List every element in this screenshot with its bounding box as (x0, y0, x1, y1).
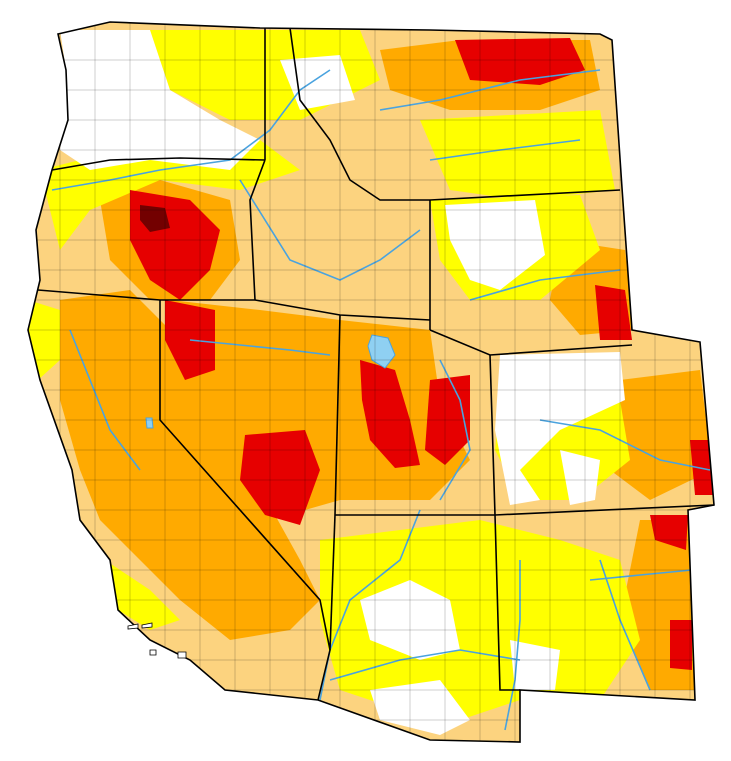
d3-area-montana (455, 38, 585, 85)
river-green (439, 359, 471, 501)
d3-area-wyoming-east (595, 285, 632, 340)
border-az-nv (329, 514, 336, 651)
county-grid-v (59, 22, 691, 742)
state-borders (27, 21, 715, 743)
border-wa-or (51, 157, 266, 171)
island-1 (127, 623, 139, 630)
none-area-washington-west (60, 30, 260, 170)
border-az-nm (494, 514, 520, 691)
d3-area-newmexico-east (670, 620, 692, 670)
d0-area-socal-coast (105, 560, 180, 630)
river-humboldt (189, 339, 331, 356)
border-nv-ut (334, 314, 341, 516)
island-2 (141, 622, 153, 629)
river-arkansas (539, 419, 711, 471)
none-area-newmexico-central (510, 640, 560, 690)
border-id-mt (289, 27, 430, 201)
d2-area-colorado-east (610, 370, 712, 500)
none-area-colorado-west (495, 352, 625, 505)
d3-area-colorado-east (690, 440, 714, 495)
river-rio-grande (504, 560, 521, 731)
county-grid-h (28, 59, 714, 721)
island-3 (149, 649, 157, 656)
none-area-colorado-south (560, 450, 600, 505)
great-salt-lake (367, 334, 396, 369)
border-mt-wy (429, 189, 621, 201)
border-co-nm (494, 504, 715, 516)
lake-tahoe (145, 417, 154, 429)
river-gila (329, 649, 521, 681)
border-or-id (249, 159, 266, 301)
river-canadian (589, 569, 693, 581)
d3-area-newmexico-ne (650, 515, 688, 550)
d0-area-montana-central (420, 110, 615, 200)
drought-layers (28, 22, 714, 742)
island-4 (177, 651, 187, 659)
d2-area-west-coast (60, 290, 320, 640)
d3-area-nevada-south (240, 430, 320, 525)
border-ca-nv (159, 300, 331, 701)
border-ut-co (489, 354, 496, 516)
none-area-wyoming-north (445, 200, 545, 290)
river-platte (469, 269, 621, 301)
channel-islands (127, 622, 187, 659)
d4-area-oregon (140, 205, 170, 232)
